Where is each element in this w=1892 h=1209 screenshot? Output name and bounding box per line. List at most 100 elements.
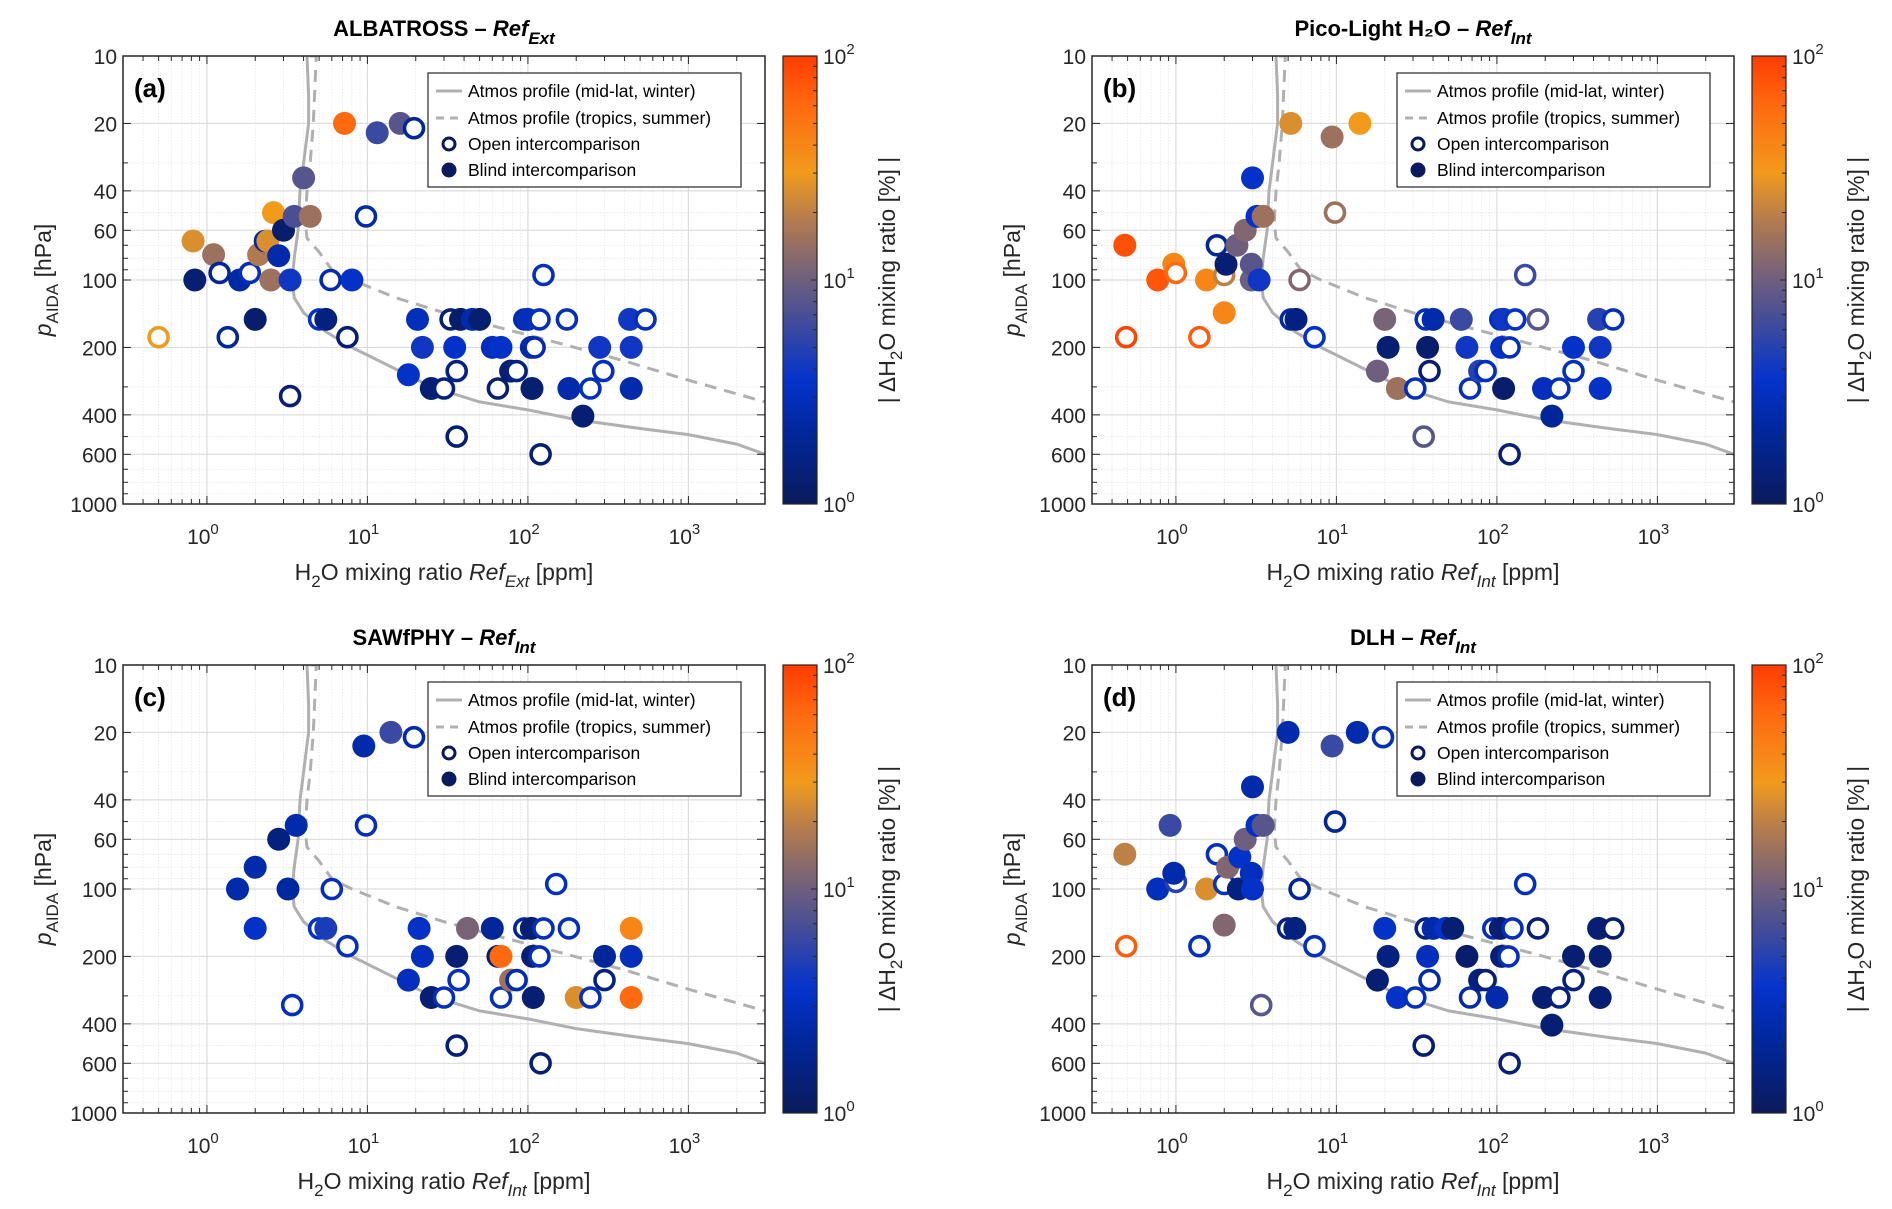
open-intercomparison-point: [1548, 377, 1571, 400]
colorbar-tick-label: 102: [823, 650, 855, 678]
y-tick-label: 600: [82, 444, 117, 467]
open-intercomparison-point: [591, 359, 615, 383]
open-intercomparison-point: [1513, 872, 1537, 896]
legend-entry: Blind intercomparison: [468, 769, 636, 789]
y-tick-label: 20: [94, 113, 117, 136]
blind-intercomparison-point: [314, 916, 338, 940]
y-tick-label: 60: [1063, 220, 1086, 243]
y-tick-label: 100: [1051, 270, 1086, 293]
legend-box: [427, 681, 742, 797]
open-intercomparison-point: [1403, 377, 1427, 400]
colorbar-tick-label: 101: [823, 265, 855, 293]
legend: Atmos profile (mid-lat, winter) Atmos pro…: [1396, 72, 1711, 188]
blind-intercomparison-point: [352, 734, 376, 758]
open-intercomparison-point: [445, 359, 469, 383]
y-axis-label: pAIDA [hPa]: [30, 224, 62, 338]
x-tick-label: 100: [1156, 521, 1188, 549]
open-intercomparison-point: [445, 1034, 469, 1057]
y-tick-label: 20: [94, 722, 117, 745]
open-intercomparison-point: [1114, 934, 1138, 958]
open-intercomparison-point: [1418, 968, 1441, 992]
legend-entry: Open intercomparison: [1437, 134, 1609, 154]
colorbar: 100 101 102 | ΔH2O mixing ratio [%] |: [1751, 650, 1875, 1126]
y-tick-label: 1000: [70, 494, 117, 517]
y-tick-label: 1000: [1039, 1103, 1086, 1126]
panel-title: SAWfPHY – RefInt: [353, 625, 537, 657]
profile-midlat-winter-line: [1259, 56, 1734, 456]
legend-entry: Atmos profile (tropics, summer): [1437, 108, 1680, 128]
open-intercomparison-point: [486, 377, 510, 400]
blind-intercomparison-point: [262, 201, 285, 225]
y-tick-label: 40: [94, 181, 117, 204]
open-intercomparison-point: [1412, 1034, 1436, 1057]
open-intercomparison-point: [532, 917, 555, 940]
blind-intercomparison-point: [1492, 377, 1516, 400]
y-tick-label: 20: [1063, 113, 1086, 136]
blind-intercomparison-point: [1146, 877, 1170, 901]
blind-intercomparison-point: [1212, 301, 1236, 325]
open-intercomparison-point: [544, 872, 568, 896]
open-intercomparison-point: [532, 263, 555, 287]
y-tick-label: 400: [82, 1014, 117, 1037]
colorbar-tick-label: 102: [1792, 650, 1824, 678]
blind-intercomparison-point: [1214, 252, 1238, 276]
blind-intercomparison-point: [1376, 335, 1400, 359]
legend: Atmos profile (mid-lat, winter) Atmos pro…: [1396, 681, 1711, 797]
open-intercomparison-point: [1497, 945, 1520, 968]
blind-intercomparison-point: [1562, 335, 1585, 359]
x-tick-label: 103: [669, 521, 701, 549]
colorbar: 100 101 102 | ΔH2O mixing ratio [%] |: [1751, 41, 1875, 517]
blind-intercomparison-point: [1416, 335, 1440, 359]
blind-intercomparison-point: [1241, 775, 1264, 799]
blind-intercomparison-point: [1376, 944, 1400, 968]
open-intercomparison-point: [445, 425, 469, 448]
blind-intercomparison-point: [489, 335, 513, 359]
blind-intercomparison-point: [314, 307, 338, 331]
y-tick-label: 200: [1051, 337, 1086, 360]
open-intercomparison-point: [528, 308, 551, 331]
open-intercomparison-point: [1418, 359, 1441, 383]
colorbar-tick-label: 101: [1792, 265, 1824, 293]
blind-intercomparison-point: [181, 229, 205, 253]
profile-midlat-winter-line: [290, 665, 765, 1065]
legend: Atmos profile (mid-lat, winter) Atmos pro…: [427, 72, 742, 188]
legend-entry: Atmos profile (mid-lat, winter): [468, 81, 696, 101]
data-points: [1113, 720, 1625, 1075]
open-intercomparison-point: [529, 442, 552, 466]
legend-entry: Blind intercomparison: [468, 160, 636, 180]
blind-intercomparison-point: [243, 916, 267, 940]
blind-intercomparison-point: [298, 204, 322, 228]
blind-intercomparison-point: [588, 335, 612, 359]
blind-intercomparison-point: [1228, 845, 1252, 869]
colorbar-tick-label: 100: [823, 489, 855, 517]
blind-intercomparison-point: [557, 377, 581, 400]
blind-intercomparison-point: [1540, 404, 1564, 428]
open-intercomparison-point: [336, 325, 359, 349]
open-intercomparison-point: [354, 205, 378, 228]
blind-intercomparison-point: [1421, 307, 1445, 331]
blind-intercomparison-point: [1146, 268, 1170, 292]
blind-intercomparison-point: [365, 121, 389, 145]
blind-intercomparison-point: [1365, 359, 1389, 383]
legend-open-circle-icon: [441, 136, 457, 152]
legend-open-circle-icon: [1410, 136, 1426, 152]
open-intercomparison-point: [1403, 986, 1427, 1009]
legend-entry: Atmos profile (tropics, summer): [468, 717, 711, 737]
colorbar-label: | ΔH2O mixing ratio [%] |: [874, 766, 906, 1012]
colorbar-tick-label: 100: [823, 1098, 855, 1126]
legend-box: [1396, 681, 1711, 797]
open-intercomparison-point: [402, 116, 426, 140]
blind-intercomparison-point: [243, 855, 267, 879]
blind-intercomparison-point: [445, 944, 469, 968]
y-tick-label: 200: [1051, 946, 1086, 969]
blind-intercomparison-point: [1385, 986, 1409, 1009]
open-intercomparison-point: [1323, 810, 1347, 833]
y-tick-label: 600: [1051, 444, 1086, 467]
blind-intercomparison-point: [1195, 877, 1218, 901]
panel-c: 100 101 102 103 10 20 40 60 100 200 400 600 1000 pAID…: [30, 625, 906, 1200]
blind-intercomparison-point: [1195, 268, 1218, 292]
open-intercomparison-point: [336, 934, 359, 958]
legend-entry: Atmos profile (mid-lat, winter): [1437, 690, 1665, 710]
blind-intercomparison-point: [1320, 734, 1344, 758]
x-axis-label: H2O mixing ratio RefInt [ppm]: [298, 1168, 591, 1200]
